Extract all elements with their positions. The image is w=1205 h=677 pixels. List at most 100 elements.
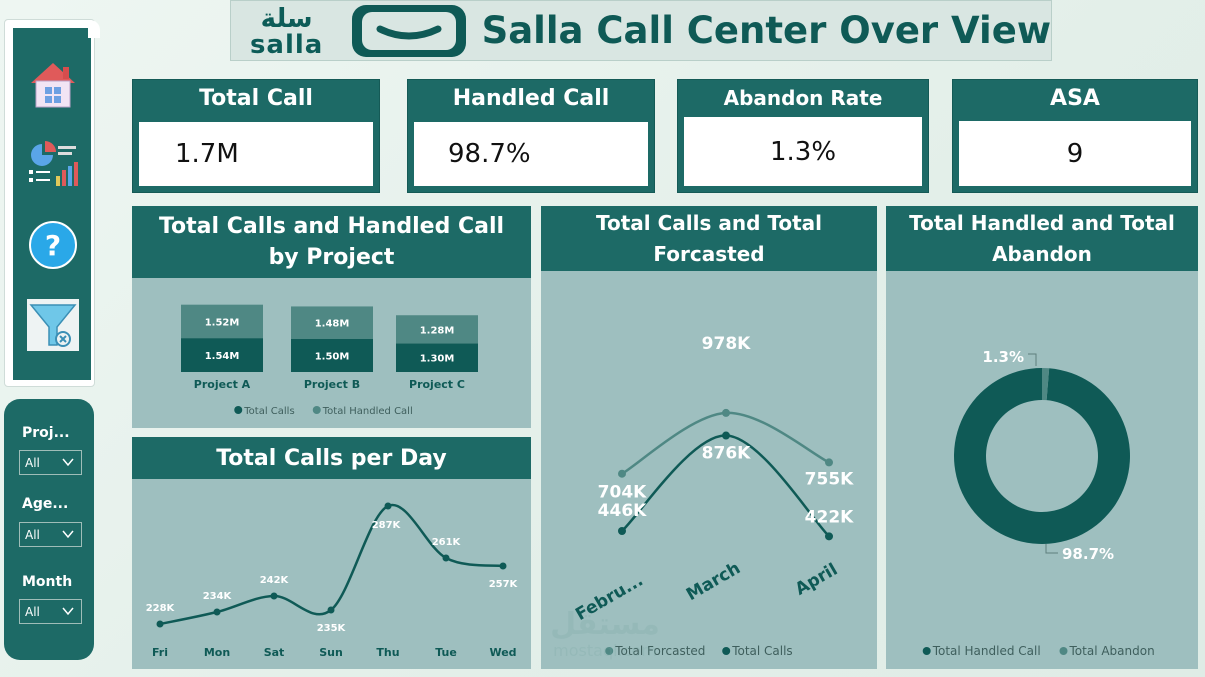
chevron-down-icon xyxy=(62,458,74,467)
legend-label: Total Calls xyxy=(243,406,294,417)
category-label: March xyxy=(683,558,744,605)
filter-label-month: Month xyxy=(22,574,73,590)
project-bar-chart: 1.54M 1.52M Project A 1.50M 1.48M Project B 1.… xyxy=(181,304,478,417)
daily-calls-line-chart: 228K Fri 234K Mon 242K Sat 235K Sun 287K Thu 261K T… xyxy=(146,502,519,659)
category-label: Fri xyxy=(152,646,168,659)
data-label: 876K xyxy=(702,444,751,464)
data-label: 1.52M xyxy=(205,317,240,328)
data-point xyxy=(384,502,392,510)
category-label: Project A xyxy=(194,378,251,391)
filter-select-month[interactable]: All xyxy=(19,599,82,624)
salla-logo-text: سلة salla xyxy=(231,2,342,60)
data-point xyxy=(270,592,278,600)
leader-line xyxy=(1045,544,1058,554)
data-label: 755K xyxy=(805,469,854,489)
watermark-arabic: مستقل xyxy=(550,607,660,642)
category-label: Sat xyxy=(264,646,285,659)
filter-value-month: All xyxy=(25,604,40,619)
data-label: 422K xyxy=(805,507,854,527)
data-point xyxy=(825,458,833,467)
kpi-value: 1.3% xyxy=(769,136,837,167)
donut-slice-abandon xyxy=(1042,368,1050,401)
home-icon[interactable] xyxy=(26,58,80,112)
category-label: Project C xyxy=(409,378,465,391)
category-label: Tue xyxy=(435,646,457,659)
data-point xyxy=(327,606,335,614)
legend-label: Total Abandon xyxy=(1069,644,1155,658)
data-label: 978K xyxy=(702,334,751,354)
kpi-card-abandon-rate: Abandon Rate 1.3% xyxy=(677,79,929,193)
donut-slice-handled xyxy=(954,368,1130,544)
category-label: Project B xyxy=(304,378,360,391)
leader-line xyxy=(1028,353,1037,366)
logo-arabic: سلة xyxy=(260,3,313,34)
legend-marker xyxy=(605,647,614,655)
help-icon[interactable]: ? xyxy=(26,218,80,272)
series-line-total-calls xyxy=(159,503,504,626)
filter-select-agent[interactable]: All xyxy=(19,522,82,547)
filter-label-project: Proj... xyxy=(22,425,70,441)
data-label: 242K xyxy=(260,575,290,586)
data-point xyxy=(618,527,626,535)
kpi-title: Total Call xyxy=(199,86,313,111)
kpi-value-box: 98.7% xyxy=(414,122,648,186)
filter-select-project[interactable]: All xyxy=(19,450,82,475)
data-point xyxy=(618,469,626,478)
report-chart-icon[interactable] xyxy=(26,136,80,190)
clear-filter-icon[interactable] xyxy=(26,298,80,352)
chevron-down-icon xyxy=(62,607,74,616)
data-label: 1.54M xyxy=(205,351,240,362)
chart-title: Total Handled and Total Abandon xyxy=(886,206,1198,271)
data-label: 1.50M xyxy=(315,352,350,363)
data-point xyxy=(442,554,450,562)
legend-marker xyxy=(312,406,321,414)
handled-abandon-chart-panel: Total Handled and Total Abandon 1.3% 98.7… xyxy=(886,206,1198,669)
kpi-title: ASA xyxy=(1050,86,1100,111)
legend-marker xyxy=(234,406,243,414)
data-point xyxy=(156,620,164,628)
kpi-value-box: 9 xyxy=(959,121,1191,186)
kpi-title: Abandon Rate xyxy=(723,86,883,110)
kpi-card-total-call: Total Call 1.7M xyxy=(132,79,380,193)
category-label: Thu xyxy=(376,646,399,659)
data-point xyxy=(213,608,221,616)
legend-marker xyxy=(922,647,931,655)
data-label: 1.30M xyxy=(420,354,455,365)
legend-marker xyxy=(722,647,731,655)
kpi-title: Handled Call xyxy=(452,86,610,111)
navigation-tab xyxy=(88,20,100,38)
data-label: 234K xyxy=(203,591,233,602)
watermark-latin: mostaql.com xyxy=(553,641,657,660)
bar-total-handled-call xyxy=(181,304,263,339)
bar-total-calls xyxy=(181,338,263,372)
category-label: April xyxy=(792,560,841,600)
filter-value-project: All xyxy=(25,455,40,470)
chart-title: Total Calls per Day xyxy=(132,437,531,479)
bar-total-handled-call xyxy=(291,306,373,339)
logo-latin: salla xyxy=(249,29,324,60)
data-label: 1.48M xyxy=(315,319,350,330)
forecast-chart-panel: Total Calls and Total Forcasted 704K 978K… xyxy=(541,206,877,669)
salla-logo-icon xyxy=(348,2,469,60)
data-label: 446K xyxy=(598,501,647,521)
data-point xyxy=(499,562,507,570)
category-label: Wed xyxy=(489,646,516,659)
data-point xyxy=(825,532,833,541)
bar-total-handled-call xyxy=(396,315,478,344)
data-label: 704K xyxy=(598,483,647,503)
data-label: 257K xyxy=(489,579,519,590)
navigation-bar: ? xyxy=(13,28,91,380)
bar-total-calls xyxy=(291,339,373,372)
data-label: 261K xyxy=(432,537,462,548)
navigation-panel: ? xyxy=(4,19,100,387)
kpi-value: 98.7% xyxy=(448,139,531,169)
data-label: 287K xyxy=(372,520,402,531)
data-label: 1.3% xyxy=(982,348,1024,366)
category-label: Mon xyxy=(204,646,230,659)
kpi-value-box: 1.3% xyxy=(684,117,922,186)
legend-marker xyxy=(1059,647,1068,655)
filter-value-agent: All xyxy=(25,527,40,542)
kpi-value: 1.7M xyxy=(175,139,239,169)
watermark: مستقل mostaql.com xyxy=(550,607,660,660)
data-point xyxy=(722,408,730,417)
